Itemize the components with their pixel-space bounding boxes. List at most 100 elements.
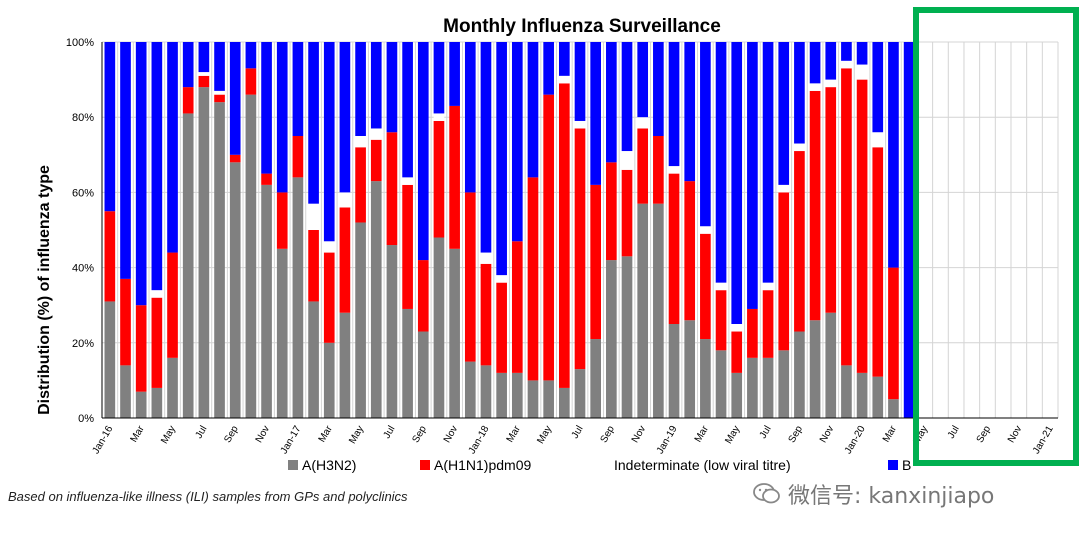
bar-segment-indeterminate-low-viral-titre- (370, 128, 382, 140)
bar-segment-b (543, 42, 554, 95)
bar-segment-a-h1n1-pdm09 (323, 252, 335, 343)
bar-segment-a-h3n2- (731, 372, 743, 418)
bar-segment-b (182, 42, 194, 88)
bar-segment-b (496, 42, 507, 276)
bar-segment-a-h3n2- (590, 339, 602, 418)
bar-segment-a-h3n2- (480, 365, 492, 418)
bar-segment-b (700, 42, 711, 227)
bar-segment-a-h3n2- (496, 372, 507, 418)
bar-segment-b (621, 42, 633, 152)
bar-segment-b (888, 42, 899, 268)
bar-segment-b (606, 42, 617, 163)
bar-segment-a-h3n2- (653, 203, 664, 418)
bar-segment-a-h3n2- (417, 331, 429, 418)
bar-segment-indeterminate-low-viral-titre- (809, 83, 821, 91)
bar-segment-a-h1n1-pdm09 (527, 177, 539, 381)
x-tick-label: Mar (881, 423, 899, 444)
bar-segment-a-h3n2- (308, 301, 319, 418)
x-tick-label: Mar (129, 423, 147, 444)
bar-segment-a-h3n2- (825, 312, 837, 418)
bar-segment-a-h3n2- (292, 177, 304, 418)
x-tick-label: Nov (442, 424, 460, 445)
x-tick-label: Nov (254, 424, 272, 445)
watermark: 微信号: kanxinjiapo (752, 478, 994, 510)
bar-segment-a-h1n1-pdm09 (762, 290, 774, 358)
bar-segment-a-h1n1-pdm09 (778, 192, 790, 351)
bar-segment-b (355, 42, 366, 136)
bar-segment-a-h1n1-pdm09 (433, 120, 445, 238)
bar-segment-indeterminate-low-viral-titre- (402, 177, 413, 185)
x-tick-label: Jan-18 (467, 424, 492, 456)
bar-segment-a-h3n2- (433, 237, 445, 418)
x-tick-label: Jan-21 (1031, 424, 1056, 456)
bar-segment-a-h3n2- (511, 372, 523, 418)
bar-segment-b (198, 42, 210, 73)
bar-segment-a-h3n2- (888, 399, 899, 418)
bar-segment-a-h3n2- (543, 380, 554, 418)
bar-segment-a-h1n1-pdm09 (449, 105, 460, 249)
bar-segment-indeterminate-low-viral-titre- (496, 275, 507, 283)
legend-label: A(H3N2) (302, 457, 356, 473)
bar-segment-b (151, 42, 163, 291)
bar-segment-a-h1n1-pdm09 (888, 267, 899, 400)
bar-segment-b (574, 42, 586, 121)
watermark-text: 微信号: kanxinjiapo (788, 484, 995, 509)
bar-segment-b (135, 42, 147, 306)
bar-segment-indeterminate-low-viral-titre- (794, 143, 805, 152)
bar-segment-a-h1n1-pdm09 (261, 173, 272, 185)
bar-segment-a-h3n2- (323, 342, 335, 418)
x-tick-label: Jul (946, 424, 962, 441)
bar-segment-indeterminate-low-viral-titre- (621, 151, 633, 170)
bar-segment-indeterminate-low-viral-titre- (198, 72, 210, 76)
bar-segment-b (120, 42, 131, 279)
bar-segment-indeterminate-low-viral-titre- (637, 117, 649, 129)
bar-segment-a-h3n2- (229, 162, 241, 418)
bar-segment-a-h1n1-pdm09 (558, 83, 570, 388)
bar-segment-a-h1n1-pdm09 (621, 169, 633, 257)
bar-segment-a-h1n1-pdm09 (151, 297, 163, 388)
bar-segment-a-h3n2- (668, 324, 680, 418)
bar-segment-indeterminate-low-viral-titre- (731, 324, 743, 332)
x-tick-label: Sep (222, 424, 241, 445)
bar-segment-a-h1n1-pdm09 (543, 94, 554, 381)
bar-segment-indeterminate-low-viral-titre- (668, 166, 680, 174)
bar-segment-b (653, 42, 664, 136)
bar-segment-a-h3n2- (402, 308, 413, 418)
bar-segment-b (229, 42, 241, 155)
bar-segment-a-h3n2- (715, 350, 727, 418)
bar-segment-a-h1n1-pdm09 (715, 290, 727, 351)
bar-segment-a-h3n2- (684, 320, 696, 418)
bar-segment-b (684, 42, 696, 182)
bar-segment-b (308, 42, 319, 204)
bar-segment-a-h3n2- (104, 301, 116, 418)
y-tick-label: 20% (72, 338, 94, 350)
bar-segment-b (214, 42, 225, 91)
legend-swatch (288, 460, 298, 470)
bar-segment-indeterminate-low-viral-titre- (339, 192, 351, 208)
bar-segment-b (841, 42, 852, 61)
bar-segment-a-h1n1-pdm09 (182, 87, 194, 114)
bar-segment-b (637, 42, 649, 118)
bar-segment-a-h1n1-pdm09 (841, 68, 852, 366)
bar-segment-indeterminate-low-viral-titre- (480, 252, 492, 264)
bar-segment-a-h1n1-pdm09 (747, 308, 758, 358)
bar-segment-a-h3n2- (621, 256, 633, 418)
bar-segment-b (747, 42, 758, 309)
bar-segment-a-h1n1-pdm09 (809, 90, 821, 321)
y-tick-label: 100% (66, 37, 94, 49)
bar-segment-a-h3n2- (151, 387, 163, 418)
bar-segment-a-h1n1-pdm09 (417, 260, 429, 332)
bar-segment-b (794, 42, 805, 144)
bar-segment-b (167, 42, 178, 253)
bar-segment-a-h3n2- (841, 365, 852, 418)
bar-segment-a-h3n2- (261, 184, 272, 418)
bar-segment-indeterminate-low-viral-titre- (151, 290, 163, 298)
bar-segment-a-h3n2- (856, 372, 868, 418)
bar-segment-b (292, 42, 304, 136)
x-tick-label: Nov (1006, 424, 1024, 445)
bar-segment-b (856, 42, 868, 65)
bar-segment-a-h1n1-pdm09 (245, 68, 257, 95)
bar-segment-a-h3n2- (527, 380, 539, 418)
bar-segment-a-h3n2- (574, 369, 586, 418)
